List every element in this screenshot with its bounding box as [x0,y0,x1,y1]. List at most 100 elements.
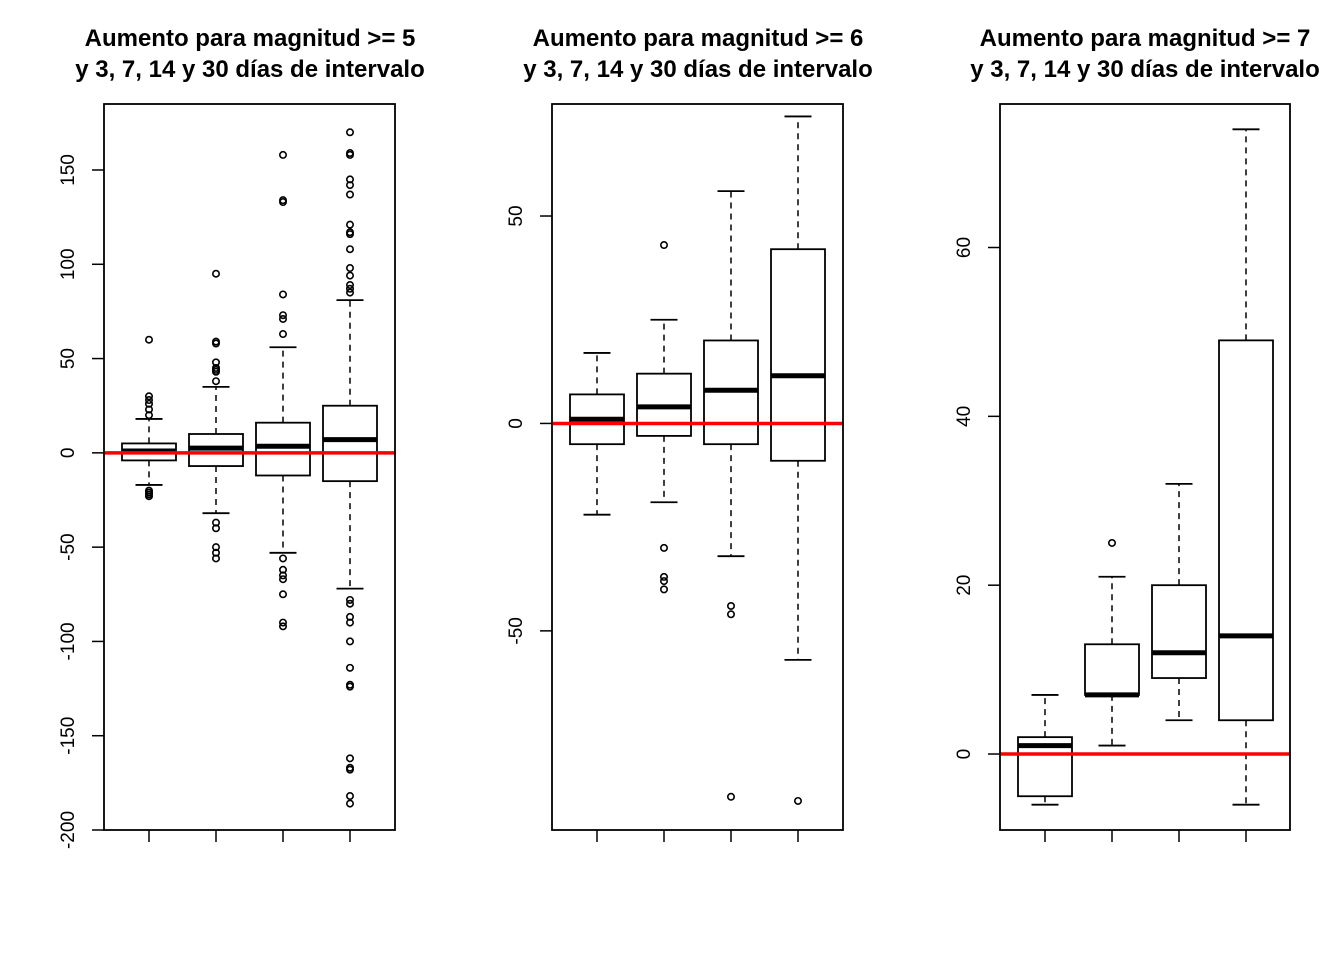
y-tick-label: 40 [954,406,975,427]
y-tick-label: 60 [954,237,975,258]
outlier-point [278,590,287,599]
box-3 [703,190,759,801]
outlier-point [345,181,354,190]
outlier-point [345,271,354,280]
outlier-point [793,796,802,805]
box-1 [1017,694,1073,806]
box-iqr [1218,339,1274,722]
box-iqr [1017,736,1073,798]
outlier-point [212,269,221,278]
panel-magnitude-6: Aumento para magnitud >= 6 y 3, 7, 14 y … [506,25,873,842]
outlier-point [659,577,668,586]
outlier-point [345,618,354,627]
panel-title-line-2: y 3, 7, 14 y 30 días de intervalo [75,56,425,83]
y-tick-label: 0 [58,448,79,459]
box-4 [322,128,378,808]
box-4 [1218,128,1274,806]
outlier-point [278,150,287,159]
outlier-point [345,288,354,297]
panel-title-line-1: Aumento para magnitud >= 7 [980,25,1311,52]
outlier-point [345,220,354,229]
y-tick-label: 50 [58,348,79,369]
y-tick-label: -50 [58,533,79,560]
outlier-point [212,367,221,376]
outlier-point [659,543,668,552]
box-iqr [770,248,826,462]
outlier-point [345,765,354,774]
y-tick-label: 150 [58,154,79,186]
outlier-point [345,599,354,608]
outlier-point [345,128,354,137]
outlier-point [278,618,287,627]
plot-frame [999,103,1291,831]
panel-magnitude-5: Aumento para magnitud >= 5 y 3, 7, 14 y … [58,25,425,849]
outlier-point [145,335,154,344]
box-iqr [255,421,311,477]
box-iqr [322,404,378,483]
outlier-point [278,311,287,320]
outlier-point [345,663,354,672]
panel-magnitude-7: Aumento para magnitud >= 7 y 3, 7, 14 y … [954,25,1320,842]
box-4 [770,115,826,805]
outlier-point [345,150,354,159]
outlier-point [659,585,668,594]
outlier-point [1108,538,1117,547]
outlier-point [212,554,221,563]
box-2 [1084,538,1140,747]
outlier-point [278,554,287,563]
outlier-point [278,314,287,323]
box-1 [569,352,625,516]
y-tick-label: -200 [58,811,79,849]
outlier-point [345,245,354,254]
y-tick-label: -50 [506,617,527,644]
outlier-point [278,571,287,580]
box-2 [188,269,244,563]
outlier-point [345,637,354,646]
outlier-point [345,754,354,763]
outlier-point [345,595,354,604]
outlier-point [145,396,154,405]
box-3 [255,150,311,631]
box-1 [121,335,177,501]
outlier-point [726,792,735,801]
plot-frame [103,103,396,831]
outlier-point [278,330,287,339]
y-tick-label: 50 [506,205,527,226]
y-tick-label: 0 [954,749,975,760]
outlier-point [345,792,354,801]
outlier-point [212,339,221,348]
y-tick-label: -100 [58,622,79,660]
outlier-point [212,377,221,386]
outlier-point [345,190,354,199]
box-iqr [1151,584,1207,679]
outlier-point [345,799,354,808]
outlier-point [212,524,221,533]
plot-frame [551,103,844,831]
outlier-point [145,392,154,401]
outlier-point [659,241,668,250]
outlier-point [345,230,354,239]
box-2 [636,241,692,594]
plot-area: 50 0 -50 [506,103,844,842]
outlier-point [145,492,154,501]
y-tick-label: -150 [58,717,79,755]
panel-title-line-2: y 3, 7, 14 y 30 días de intervalo [970,56,1320,83]
outlier-point [726,601,735,610]
outlier-point [345,264,354,273]
panel-title-line-2: y 3, 7, 14 y 30 días de intervalo [523,56,873,83]
outlier-point [278,575,287,584]
outlier-point [345,682,354,691]
outlier-point [278,198,287,207]
y-tick-label: 0 [506,418,527,429]
plot-area: 150 100 50 0 -50 -100 -150 -200 [58,103,396,849]
panel-title-line-1: Aumento para magnitud >= 6 [533,25,864,52]
panel-title-line-1: Aumento para magnitud >= 5 [85,25,416,52]
box-3 [1151,482,1207,722]
outlier-point [145,411,154,420]
outlier-point [345,281,354,290]
box-iqr [1084,643,1140,696]
y-tick-label: 100 [58,248,79,280]
plot-area: 60 40 20 0 [954,103,1291,842]
y-tick-label: 20 [954,575,975,596]
